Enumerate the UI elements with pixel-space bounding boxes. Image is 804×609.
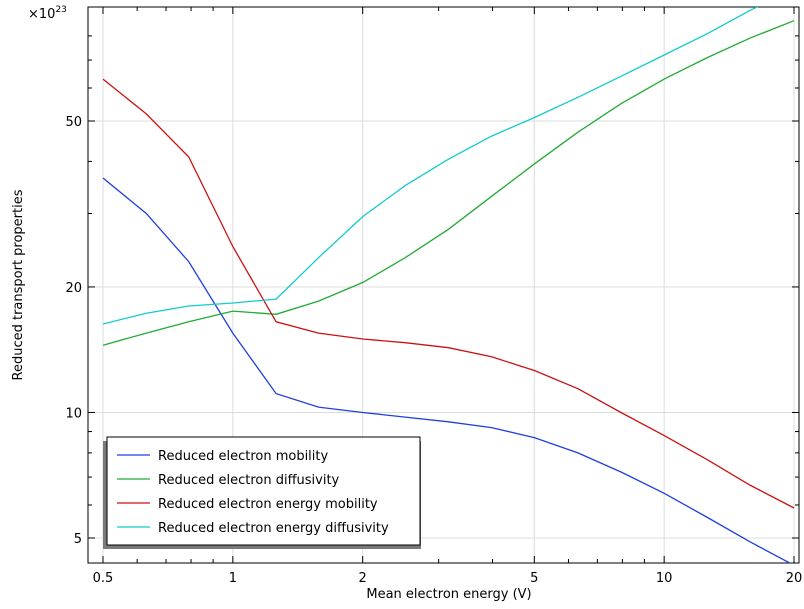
- x-ticks: 0.5 1 2 5 10 20: [93, 7, 803, 586]
- legend-box: [106, 436, 421, 546]
- y-ticks: 5 10 20 50: [65, 35, 799, 547]
- x-tick-label: 2: [359, 571, 367, 586]
- series-line-0: [102, 177, 792, 563]
- y-multiplier: ×1023: [28, 5, 67, 22]
- series-layer: [102, 7, 795, 563]
- x-tick-label: 10: [656, 571, 673, 586]
- legend-label-2: Reduced electron energy mobility: [158, 497, 378, 512]
- x-tick-label: 20: [786, 571, 803, 586]
- y-tick-label: 10: [65, 406, 82, 421]
- legend-entries: Reduced electron mobility Reduced electro…: [117, 449, 389, 536]
- y-tick-label: 20: [65, 281, 82, 296]
- legend-label-0: Reduced electron mobility: [158, 449, 329, 464]
- series-line-2: [102, 78, 795, 509]
- y-multiplier-exp: 23: [55, 5, 66, 15]
- series-line-1: [102, 20, 795, 346]
- x-axis-title: Mean electron energy (V): [366, 587, 531, 602]
- plot-frame: [87, 6, 800, 564]
- y-tick-label: 50: [65, 115, 82, 130]
- series-line-3: [102, 7, 759, 325]
- legend-label-1: Reduced electron diffusivity: [158, 473, 340, 488]
- y-tick-label: 5: [74, 532, 82, 547]
- y-axis-title: Reduced transport properties: [11, 189, 26, 380]
- x-tick-label: 0.5: [93, 571, 114, 586]
- legend: Reduced electron mobility Reduced electro…: [103, 436, 421, 549]
- x-tick-label: 5: [530, 571, 538, 586]
- legend-label-3: Reduced electron energy diffusivity: [158, 521, 389, 536]
- x-tick-label: 1: [229, 571, 237, 586]
